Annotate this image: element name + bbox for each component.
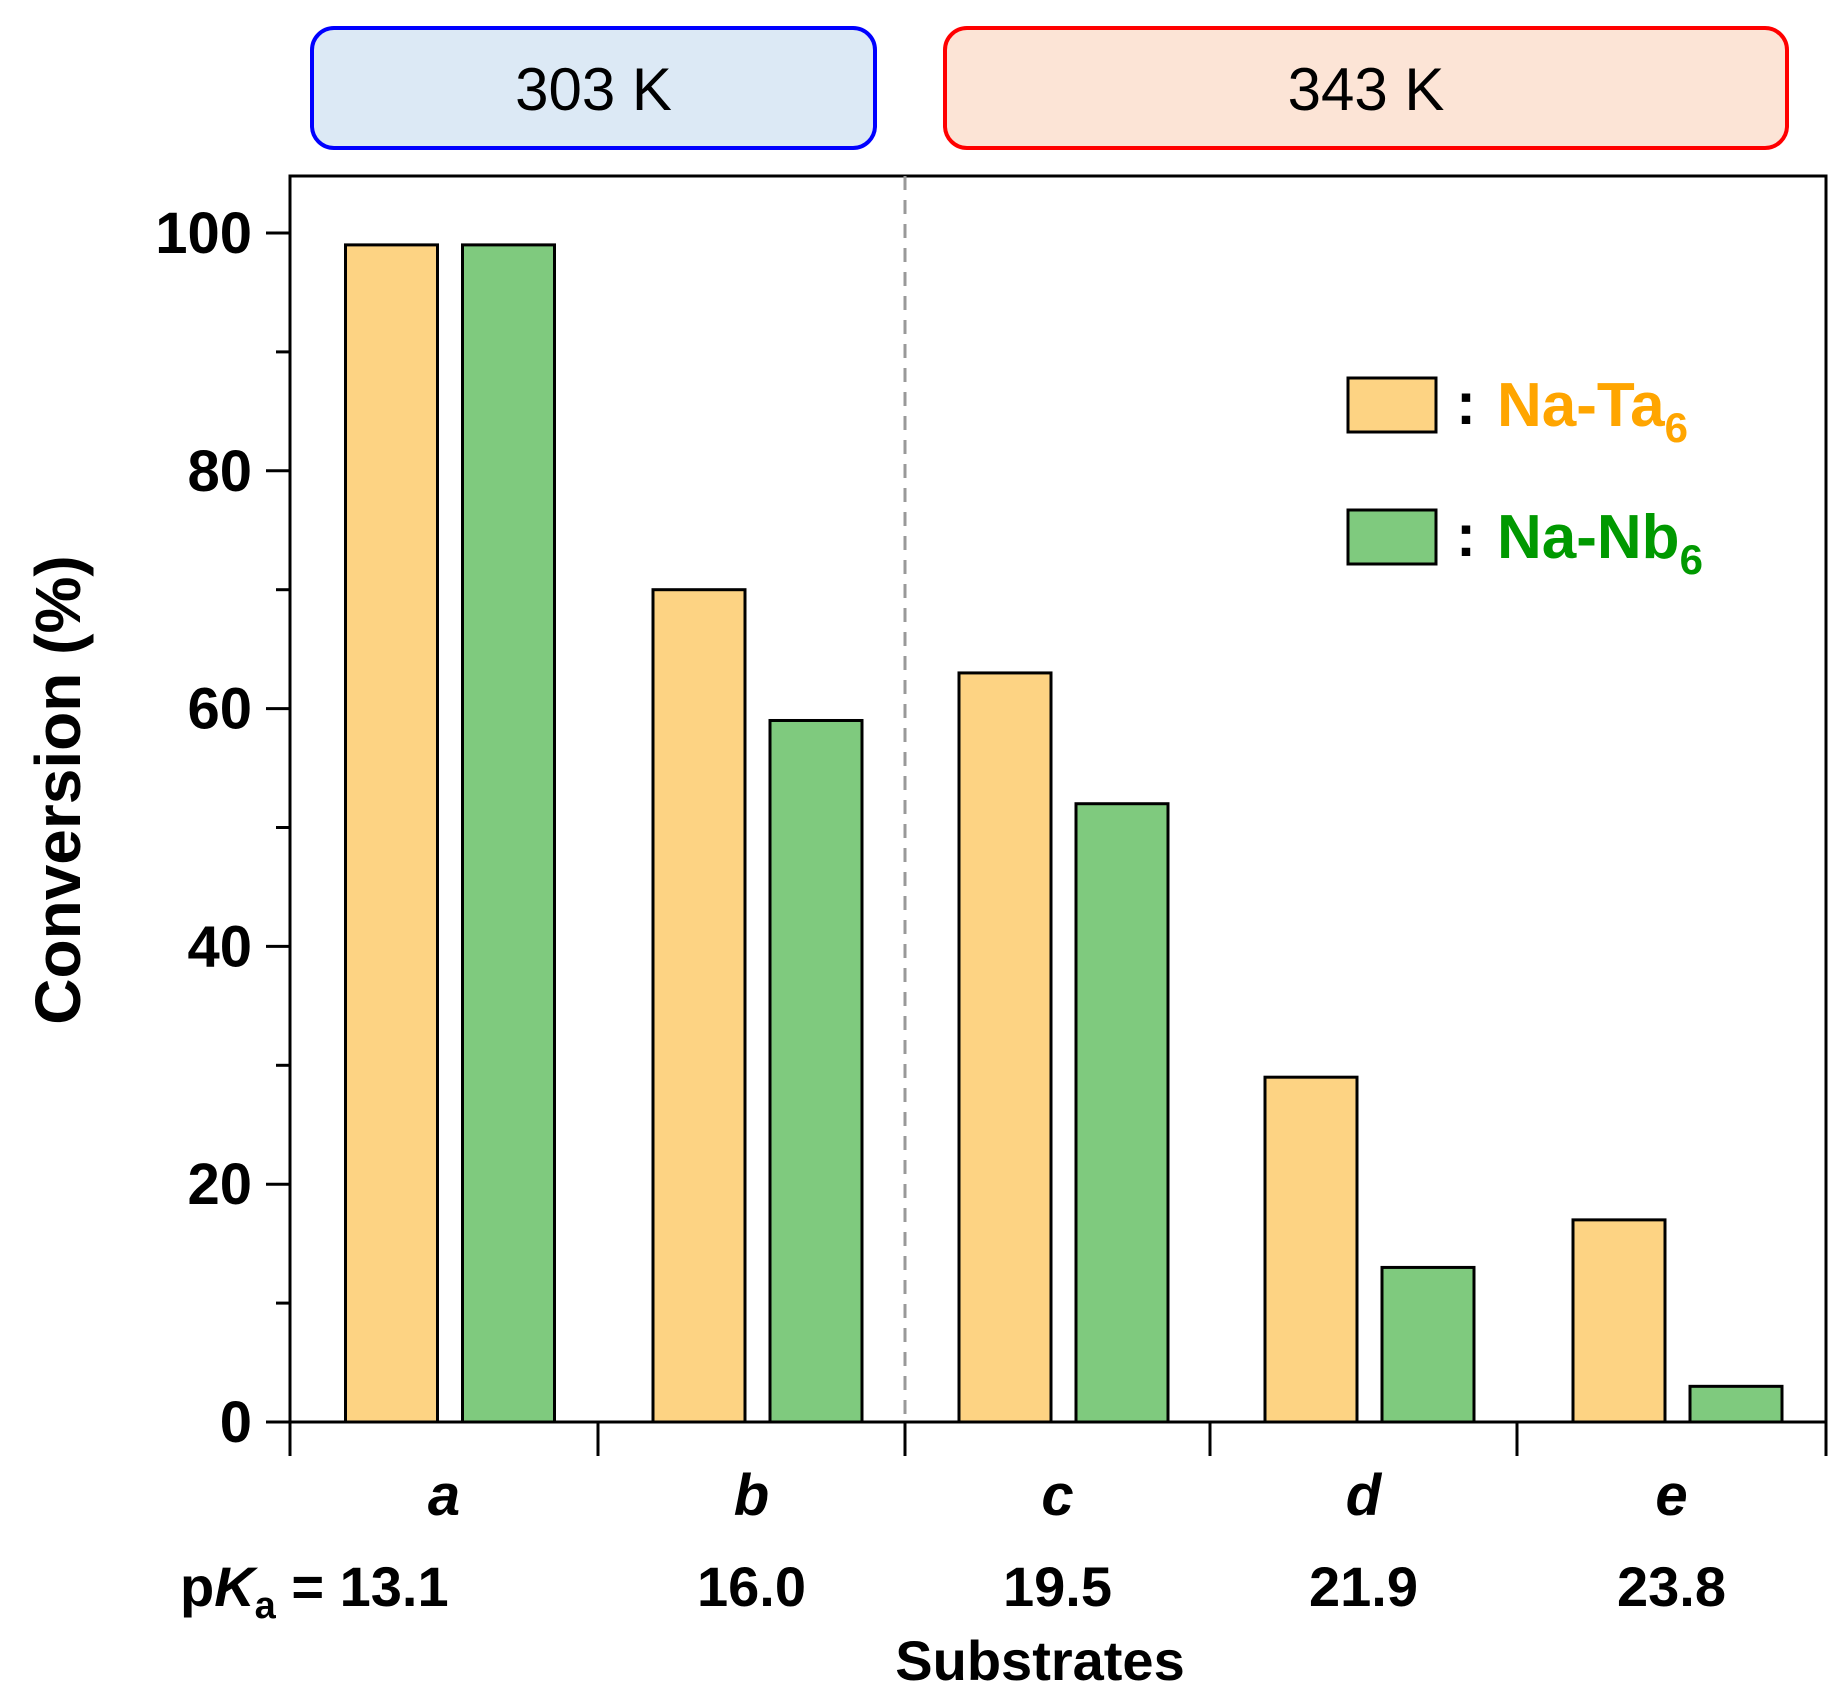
y-tick-label: 20 (187, 1152, 252, 1217)
pka-value: 21.9 (1309, 1555, 1418, 1618)
temperature-box (310, 26, 877, 150)
legend-separator: : (1456, 502, 1476, 569)
bar-na-ta-c (957, 671, 1053, 1424)
y-tick-label: 80 (187, 439, 252, 504)
legend-swatch-na-nb (1346, 508, 1438, 566)
bars (344, 243, 1784, 1424)
x-tick-label: d (1346, 1463, 1383, 1528)
legend-label-na-nb: Na-Nb6 (1497, 503, 1703, 583)
x-tick-label: a (428, 1463, 460, 1528)
x-tick-label: b (734, 1463, 769, 1528)
x-axis-label: Substrates (895, 1629, 1184, 1692)
temperature-headers: 303 K 343 K (310, 26, 1789, 150)
bar-na-nb-d (1380, 1265, 1476, 1424)
bar-na-ta-b (651, 588, 747, 1424)
y-tick-label: 60 (187, 677, 252, 742)
y-tick-label: 0 (220, 1390, 252, 1455)
x-tick-label: e (1655, 1463, 1687, 1528)
y-tick-label: 100 (155, 201, 252, 266)
pka-value: 16.0 (697, 1555, 806, 1618)
legend-label-na-ta: Na-Ta6 (1497, 371, 1688, 451)
plot-frame (288, 174, 1828, 1424)
axes: 0 20 40 60 80 100 a pKa = 13.1 b 16.0 c 19.5 d 21.9 e 2… (155, 201, 1828, 1627)
legend: : Na-Ta6: Na-Nb6 (1346, 370, 1703, 583)
legend-separator: : (1456, 370, 1476, 437)
temperature-label: 303 K (515, 56, 672, 123)
bar-na-nb-c (1074, 802, 1170, 1424)
y-tick-label: 40 (187, 914, 252, 979)
bar-na-nb-a (461, 243, 556, 1424)
bar-na-ta-d (1263, 1075, 1359, 1424)
pka-value: 19.5 (1003, 1555, 1112, 1618)
temperature-label: 343 K (1288, 56, 1445, 123)
x-tick-label: c (1041, 1463, 1073, 1528)
pka-value: 23.8 (1617, 1555, 1726, 1618)
temperature-box (943, 26, 1789, 150)
bar-na-nb-e (1688, 1384, 1784, 1424)
pka-label: pKa = 13.1 (180, 1555, 449, 1627)
legend-swatch-na-ta (1346, 376, 1438, 434)
y-axis-label: Conversion (%) (22, 555, 94, 1024)
bar-na-ta-a (344, 243, 439, 1424)
bar-na-ta-e (1571, 1218, 1667, 1424)
bar-na-nb-b (768, 718, 864, 1424)
